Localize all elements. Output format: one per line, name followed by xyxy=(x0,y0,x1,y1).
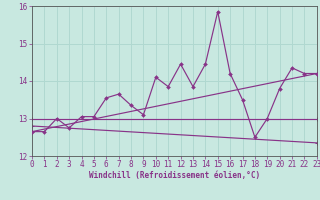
X-axis label: Windchill (Refroidissement éolien,°C): Windchill (Refroidissement éolien,°C) xyxy=(89,171,260,180)
